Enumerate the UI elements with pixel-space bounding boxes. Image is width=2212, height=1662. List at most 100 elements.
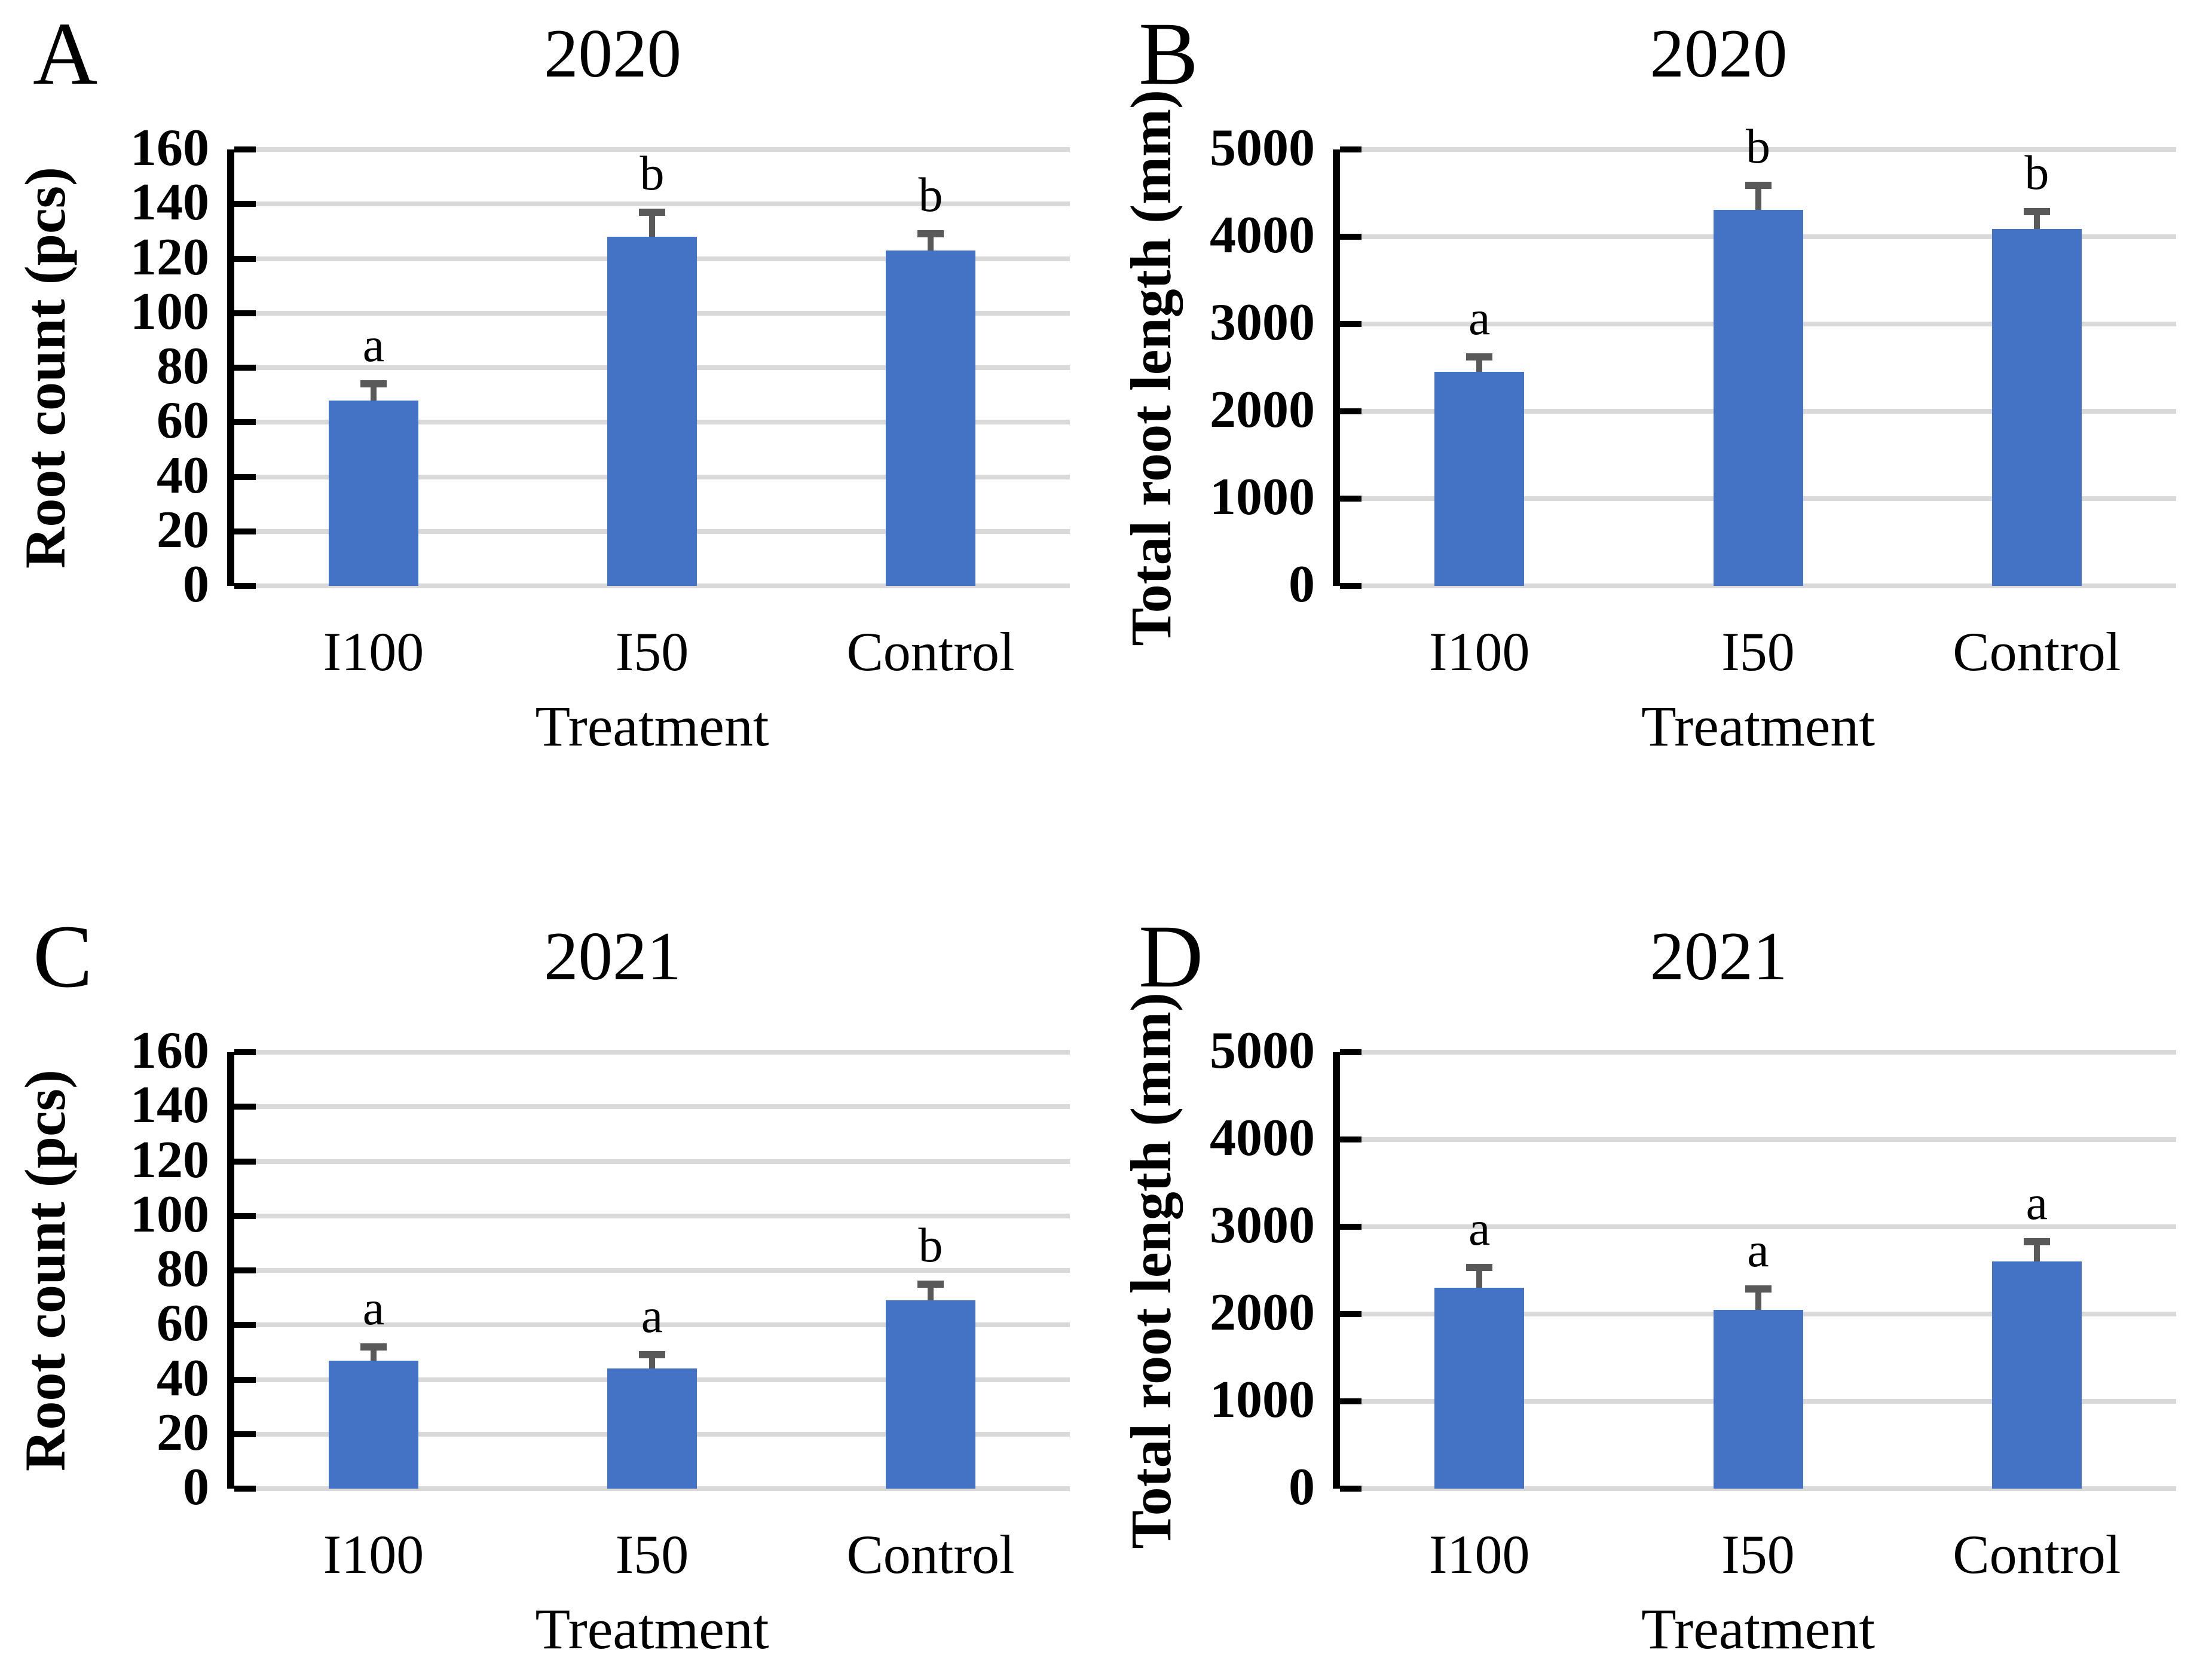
bar-i50 — [1713, 1309, 1803, 1489]
bar-i100 — [328, 400, 418, 586]
error-bar-cap — [1745, 1285, 1772, 1293]
x-axis-tick-labels: I100 I50 Control — [234, 619, 1070, 685]
y-tick-label: 1000 — [1210, 1371, 1315, 1429]
significance-letter: a — [1747, 1222, 1769, 1277]
gridline — [234, 1104, 1070, 1110]
y-axis-tick — [1340, 1311, 1362, 1317]
x-axis-title: Treatment — [535, 694, 769, 758]
y-axis-title: Root count (pcs) — [13, 1070, 77, 1471]
y-axis-tick — [234, 201, 256, 207]
y-axis-tick — [1340, 321, 1362, 327]
chart-title: 2020 — [544, 16, 681, 91]
gridline — [234, 147, 1070, 152]
y-tick-label: 0 — [1289, 1458, 1315, 1517]
y-axis-tick — [234, 1431, 256, 1437]
plot-area: a b b — [1333, 121, 2176, 589]
error-bar-cap — [360, 1343, 387, 1351]
y-axis-tick — [1340, 1049, 1362, 1055]
error-bar-line — [928, 234, 934, 250]
significance-letter: b — [2024, 145, 2049, 200]
error-bar-cap — [2023, 1238, 2050, 1245]
y-tick-label: 140 — [130, 173, 209, 232]
y-tick-label: 40 — [157, 446, 209, 505]
error-bar-line — [2033, 211, 2040, 229]
error-bar-line — [370, 384, 377, 401]
error-bar-cap — [1745, 181, 1772, 189]
bar-i100 — [328, 1360, 418, 1489]
bar-control — [1991, 228, 2082, 586]
error-bar-cap — [1466, 353, 1493, 361]
y-axis-tick — [234, 1267, 256, 1273]
chart-title: 2021 — [1650, 918, 1788, 994]
y-axis-title: Total root length (mm) — [1118, 992, 1183, 1549]
gridline — [234, 1159, 1070, 1164]
x-tick-label: I100 — [1428, 621, 1530, 682]
x-axis-title: Treatment — [535, 1597, 769, 1661]
y-axis-tick — [234, 473, 256, 480]
error-bar-line — [370, 1346, 377, 1361]
gridline — [1340, 147, 2176, 152]
bar-control — [886, 250, 975, 586]
gridline — [234, 1322, 1070, 1328]
x-axis-title: Treatment — [1641, 694, 1876, 758]
y-axis-tick — [234, 1049, 256, 1055]
error-bar-cap — [2023, 207, 2050, 215]
x-tick-label: I100 — [1428, 1524, 1530, 1585]
bar-control — [1991, 1261, 2082, 1489]
x-axis-tick-labels: I100 I50 Control — [1340, 1522, 2176, 1587]
error-bar-cap — [917, 1280, 944, 1288]
panel-letter: A — [33, 4, 98, 103]
y-axis-tick — [1340, 583, 1362, 589]
y-tick-label: 80 — [157, 1240, 209, 1299]
panel-d-header: D 2021 — [1106, 912, 2212, 1001]
y-tick-label: 80 — [157, 337, 209, 396]
panel-letter: B — [1139, 4, 1199, 103]
y-tick-label: 40 — [157, 1349, 209, 1407]
gridline — [234, 1268, 1070, 1273]
x-tick-label: I50 — [1721, 1524, 1795, 1585]
panel-letter: D — [1139, 907, 1204, 1006]
plot-area: a b b — [227, 146, 1070, 589]
y-tick-label: 160 — [130, 119, 209, 178]
error-bar-line — [2033, 1241, 2040, 1262]
y-axis-tick — [1340, 408, 1362, 414]
y-axis-tick — [234, 365, 256, 371]
y-tick-label: 20 — [157, 1403, 209, 1462]
error-bar-cap — [639, 1351, 665, 1359]
x-tick-label: Control — [1953, 1524, 2121, 1585]
y-tick-label: 60 — [157, 392, 209, 450]
significance-letter: a — [2026, 1175, 2048, 1230]
y-tick-label: 20 — [157, 500, 209, 559]
error-bar-cap — [917, 230, 944, 238]
gridline — [1340, 1137, 2176, 1142]
x-tick-label: Control — [846, 621, 1015, 682]
y-tick-label: 0 — [183, 555, 209, 614]
y-tick-label: 2000 — [1210, 1284, 1315, 1342]
x-tick-label: I50 — [1721, 621, 1795, 682]
y-tick-label: 100 — [130, 282, 209, 341]
gridline — [1340, 1050, 2176, 1055]
y-tick-label: 4000 — [1210, 206, 1315, 265]
error-bar-line — [1476, 1267, 1483, 1288]
y-axis-tick — [234, 1376, 256, 1383]
error-bar-line — [649, 212, 655, 237]
y-tick-label: 140 — [130, 1076, 209, 1135]
y-axis-tick — [234, 419, 256, 426]
y-axis-tick — [234, 255, 256, 262]
y-axis-tick — [234, 1322, 256, 1328]
x-tick-label: Control — [1953, 621, 2121, 682]
panel-a-header: A 2020 — [0, 9, 1106, 99]
y-axis-tick — [1340, 146, 1362, 152]
significance-letter: a — [641, 1288, 663, 1343]
y-axis-tick — [1340, 1224, 1362, 1230]
x-tick-label: I100 — [323, 1524, 424, 1585]
y-axis-tick-labels: 0 20 40 60 80 100 120 140 160 — [90, 1025, 227, 1514]
y-tick-label: 120 — [130, 228, 209, 286]
x-axis-title: Treatment — [1641, 1597, 1876, 1661]
error-bar-cap — [639, 208, 665, 216]
bar-i50 — [607, 1368, 697, 1489]
y-axis-tick — [234, 1104, 256, 1110]
chart-title: 2020 — [1650, 16, 1788, 91]
y-axis-tick-labels: 0 1000 2000 3000 4000 5000 — [1195, 1025, 1333, 1514]
y-tick-label: 3000 — [1210, 1196, 1315, 1255]
